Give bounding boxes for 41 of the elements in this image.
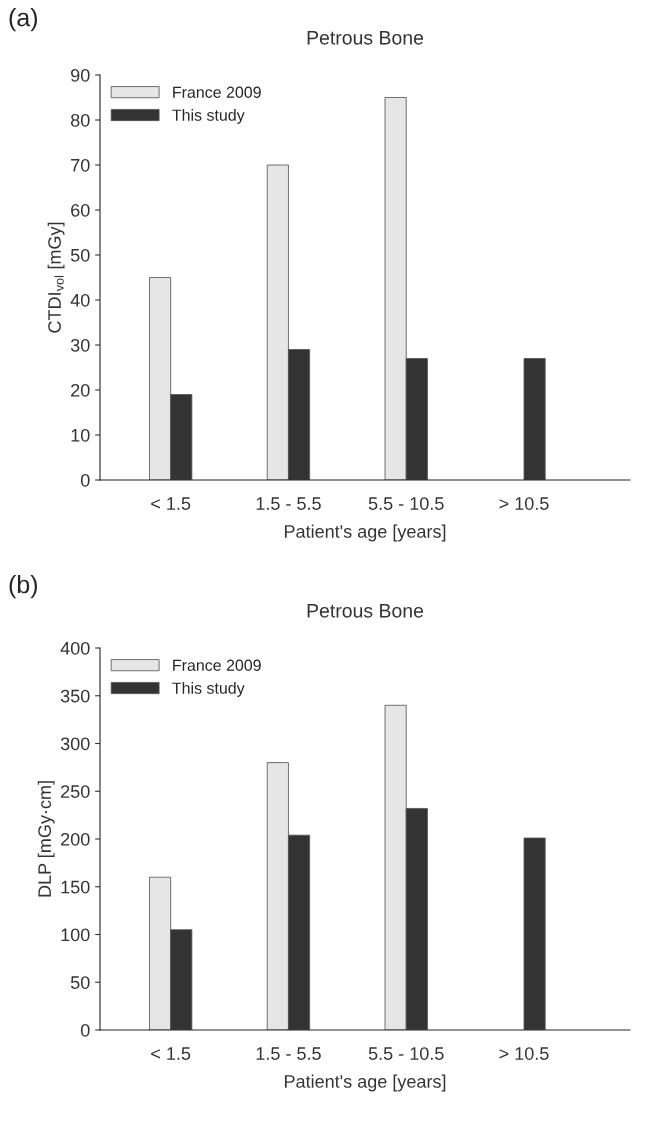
- y-tick-label: 50: [70, 976, 90, 989]
- x-axis-title: Patient's age [years]: [284, 524, 446, 542]
- text: (b): [9, 575, 37, 599]
- y-tick-label: 50: [70, 248, 90, 262]
- y-tick-label: 70: [71, 158, 90, 172]
- y-tick-label: 200: [61, 832, 90, 846]
- y-tick-label: 150: [61, 880, 90, 894]
- x-tick-label: 5.5 - 10.5: [368, 1047, 444, 1060]
- y-tick-label: 400: [60, 641, 90, 655]
- y-tick-label: 90: [71, 68, 90, 82]
- x-tick-label: < 1.5: [151, 1047, 191, 1060]
- y-tick-label: 350: [60, 689, 90, 703]
- y-tick-label: 40: [70, 293, 90, 307]
- x-tick-label: < 1.5: [151, 497, 191, 510]
- y-tick-label: 100: [61, 928, 90, 942]
- y-tick-label: 0: [80, 1023, 90, 1037]
- y-tick-label: 250: [61, 785, 90, 798]
- y-tick-label: 20: [71, 383, 90, 397]
- legend-label: France 2009: [173, 86, 261, 98]
- y-tick-label: 10: [71, 428, 90, 442]
- y-axis-title: DLP [mGy·cm]: [37, 781, 55, 897]
- y-tick-label: 80: [70, 113, 90, 127]
- bar: [523, 358, 546, 480]
- x-tick-label: > 10.5: [499, 1047, 549, 1060]
- x-axis-title: Patient's age [years]: [284, 1074, 446, 1092]
- text: (a): [9, 8, 37, 32]
- y-tick-label: 300: [60, 737, 90, 751]
- x-tick-label: 1.5 - 5.5: [256, 497, 321, 510]
- x-tick-label: 5.5 - 10.5: [368, 497, 444, 510]
- y-tick-label: 30: [70, 338, 90, 352]
- legend-label: This study: [172, 109, 245, 124]
- x-tick-label: 1.5 - 5.5: [256, 1047, 321, 1060]
- y-tick-label: 0: [80, 473, 90, 487]
- legend-label: France 2009: [173, 659, 261, 671]
- bar: [523, 837, 546, 1030]
- chart-title: Petrous Bone: [307, 604, 424, 618]
- x-tick-label: > 10.5: [499, 497, 549, 510]
- y-axis-title: CTDI$_{vol}$ [mGy]: [47, 222, 65, 333]
- legend-label: This study: [172, 682, 245, 697]
- y-tick-label: 60: [71, 203, 90, 217]
- chart-title: Petrous Bone: [307, 31, 424, 45]
